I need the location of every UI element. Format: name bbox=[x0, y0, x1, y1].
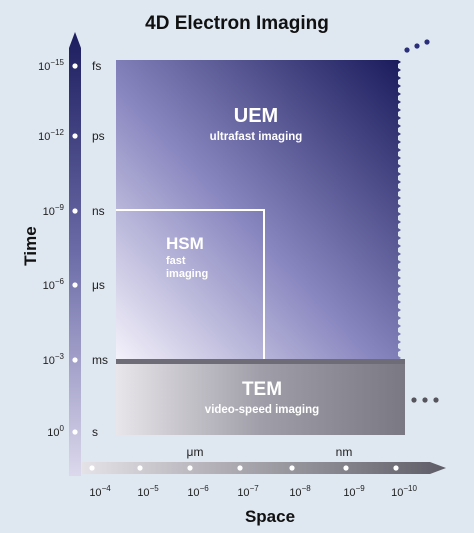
power-base: 10 bbox=[187, 487, 199, 499]
space-tick-dot bbox=[289, 465, 295, 471]
space-tick-power: 10−6 bbox=[187, 484, 209, 499]
power-base: 10 bbox=[38, 131, 50, 143]
space-arrow bbox=[82, 462, 446, 474]
power-exponent: −6 bbox=[55, 277, 65, 286]
power-base: 10 bbox=[343, 487, 355, 499]
tem-top-edge bbox=[116, 359, 405, 364]
space-tick-dot bbox=[137, 465, 143, 471]
space-tick-power: 10−10 bbox=[391, 484, 417, 499]
time-tick-dot bbox=[72, 133, 78, 139]
time-tick-power: 10−15 bbox=[38, 58, 64, 73]
power-base: 10 bbox=[38, 61, 50, 73]
region-description: imaging bbox=[166, 268, 208, 280]
power-exponent: −3 bbox=[55, 352, 65, 361]
space-axis-label: Space bbox=[245, 507, 295, 526]
tem-region bbox=[116, 361, 405, 435]
power-base: 10 bbox=[43, 280, 55, 292]
power-exponent: −5 bbox=[150, 484, 160, 493]
space-tick-dot bbox=[237, 465, 243, 471]
time-tick-power: 10−12 bbox=[38, 128, 64, 143]
time-tick-dot bbox=[72, 208, 78, 214]
region-description: ultrafast imaging bbox=[210, 131, 303, 143]
power-exponent: −10 bbox=[403, 484, 417, 493]
hsm-outline bbox=[116, 209, 265, 360]
time-arrow bbox=[69, 32, 81, 476]
space-tick-power: 10−5 bbox=[137, 484, 159, 499]
space-tick-power: 10−9 bbox=[343, 484, 365, 499]
power-exponent: −6 bbox=[200, 484, 210, 493]
space-tick-dot bbox=[89, 465, 95, 471]
power-exponent: −15 bbox=[50, 58, 64, 67]
space-tick-dot bbox=[343, 465, 349, 471]
time-tick-dot bbox=[72, 429, 78, 435]
space-tick-power: 10−7 bbox=[237, 484, 259, 499]
time-tick-power: 10−6 bbox=[43, 277, 65, 292]
power-base: 10 bbox=[43, 206, 55, 218]
region-description: video-speed imaging bbox=[205, 404, 319, 416]
time-tick-unit: μs bbox=[92, 278, 105, 292]
time-tick-dot bbox=[72, 63, 78, 69]
region-name: TEM bbox=[242, 379, 282, 400]
power-base: 10 bbox=[237, 487, 249, 499]
time-tick-unit: fs bbox=[92, 59, 101, 73]
power-exponent: −4 bbox=[102, 484, 112, 493]
power-exponent: −9 bbox=[356, 484, 366, 493]
time-tick-power: 100 bbox=[47, 424, 64, 439]
power-exponent: −8 bbox=[302, 484, 312, 493]
time-tick-power: 10−3 bbox=[43, 352, 65, 367]
power-base: 10 bbox=[289, 487, 301, 499]
power-base: 10 bbox=[137, 487, 149, 499]
time-tick-unit: s bbox=[92, 425, 98, 439]
time-tick-unit: ms bbox=[92, 353, 108, 367]
power-base: 10 bbox=[89, 487, 101, 499]
space-unit: μm bbox=[187, 445, 204, 459]
region-name: UEM bbox=[234, 105, 278, 127]
power-base: 10 bbox=[47, 427, 59, 439]
power-exponent: −7 bbox=[250, 484, 260, 493]
region-name: HSM bbox=[166, 234, 204, 253]
time-tick-dot bbox=[72, 357, 78, 363]
space-unit: nm bbox=[336, 445, 353, 459]
space-tick-power: 10−8 bbox=[289, 484, 311, 499]
title: 4D Electron Imaging bbox=[145, 13, 329, 34]
time-tick-unit: ps bbox=[92, 129, 105, 143]
power-exponent: −12 bbox=[50, 128, 64, 137]
uem-continuation-dots bbox=[404, 39, 430, 53]
tem-continuation-dots bbox=[411, 397, 439, 403]
power-base: 10 bbox=[43, 355, 55, 367]
region-description: fast bbox=[166, 255, 186, 267]
space-tick-dot bbox=[393, 465, 399, 471]
power-exponent: 0 bbox=[60, 424, 65, 433]
power-base: 10 bbox=[391, 487, 403, 499]
space-tick-power: 10−4 bbox=[89, 484, 111, 499]
time-tick-unit: ns bbox=[92, 204, 105, 218]
time-axis-label: Time bbox=[21, 226, 40, 265]
time-tick-dot bbox=[72, 282, 78, 288]
power-exponent: −9 bbox=[55, 203, 65, 212]
space-tick-dot bbox=[187, 465, 193, 471]
time-tick-power: 10−9 bbox=[43, 203, 65, 218]
